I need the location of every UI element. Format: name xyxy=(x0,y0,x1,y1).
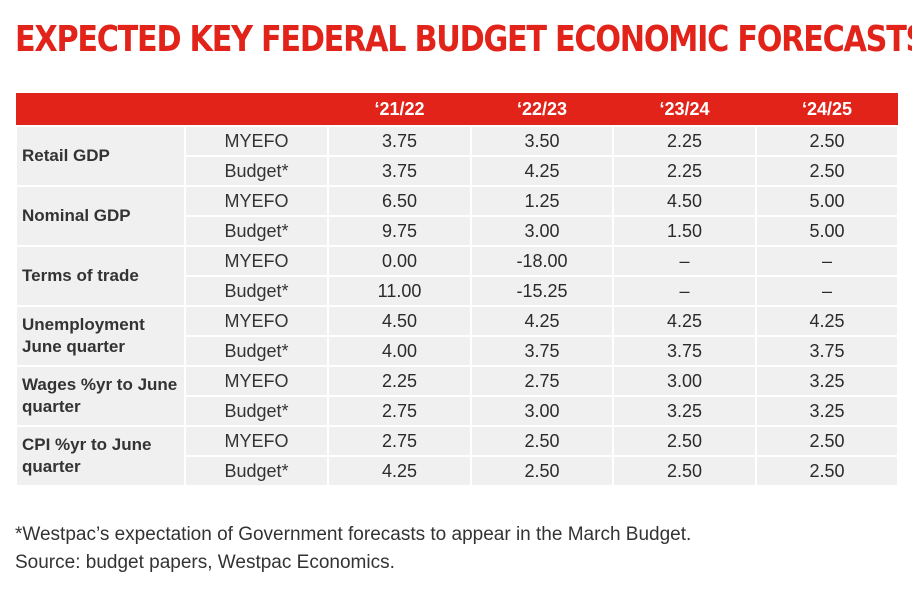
value-cell: 3.00 xyxy=(470,215,614,247)
value-cell: 3.75 xyxy=(470,335,614,367)
row-label: Unemployment June quarter xyxy=(15,305,186,367)
header-year-2425: ‘24/25 xyxy=(756,93,898,126)
value-cell: – xyxy=(755,245,899,277)
forecast-type: Budget* xyxy=(184,455,329,487)
forecast-type: Budget* xyxy=(184,275,329,307)
row-label: Retail GDP xyxy=(15,125,186,187)
value-cell: 3.25 xyxy=(755,365,899,397)
header-row: ‘21/22 ‘22/23 ‘23/24 ‘24/25 xyxy=(16,93,898,126)
footnote: *Westpac’s expectation of Government for… xyxy=(15,521,691,577)
forecast-type: MYEFO xyxy=(184,365,329,397)
value-cell: 9.75 xyxy=(327,215,472,247)
forecast-type: MYEFO xyxy=(184,245,329,277)
table-row: Budget* 2.75 3.00 3.25 3.25 xyxy=(16,395,899,427)
value-cell: 2.50 xyxy=(470,425,614,457)
value-cell: 4.25 xyxy=(755,305,899,337)
table-row: Wages %yr to June quarter MYEFO 2.25 2.7… xyxy=(15,365,899,427)
value-cell: 4.25 xyxy=(470,305,614,337)
value-cell: -15.25 xyxy=(470,275,614,307)
value-cell: 2.25 xyxy=(612,155,757,187)
value-cell: 2.75 xyxy=(327,425,472,457)
value-cell: 6.50 xyxy=(327,185,472,217)
row-label: CPI %yr to June quarter xyxy=(15,425,186,487)
value-cell: 3.75 xyxy=(327,155,472,187)
value-cell: 0.00 xyxy=(327,245,472,277)
value-cell: 4.50 xyxy=(327,305,472,337)
value-cell: 2.50 xyxy=(612,455,757,487)
page-title: EXPECTED KEY FEDERAL BUDGET ECONOMIC FOR… xyxy=(15,19,912,60)
value-cell: 2.75 xyxy=(470,365,614,397)
value-cell: 1.50 xyxy=(612,215,757,247)
table-row: Terms of trade MYEFO 0.00 -18.00 – – xyxy=(15,245,899,307)
forecast-type: Budget* xyxy=(184,395,329,427)
footnote-source: Source: budget papers, Westpac Economics… xyxy=(15,552,395,573)
forecast-type: Budget* xyxy=(184,215,329,247)
table-row: Nominal GDP MYEFO 6.50 1.25 4.50 5.00 xyxy=(15,185,899,247)
value-cell: 2.50 xyxy=(755,155,899,187)
value-cell: 3.25 xyxy=(755,395,899,427)
value-cell: 4.25 xyxy=(470,155,614,187)
value-cell: 2.50 xyxy=(470,455,614,487)
value-cell: 3.25 xyxy=(612,395,757,427)
value-cell: 4.25 xyxy=(612,305,757,337)
header-cell-blank xyxy=(185,93,328,126)
forecast-type: MYEFO xyxy=(184,305,329,337)
value-cell: 2.75 xyxy=(327,395,472,427)
value-cell: 5.00 xyxy=(755,185,899,217)
value-cell: 3.75 xyxy=(612,335,757,367)
value-cell: 2.25 xyxy=(327,365,472,397)
value-cell: 2.50 xyxy=(612,425,757,457)
value-cell: 2.50 xyxy=(755,455,899,487)
forecast-type: MYEFO xyxy=(184,125,329,157)
forecast-type: MYEFO xyxy=(184,185,329,217)
row-label: Terms of trade xyxy=(15,245,186,307)
value-cell: – xyxy=(612,245,757,277)
value-cell: 2.50 xyxy=(755,425,899,457)
table-row: Retail GDP MYEFO 3.75 3.50 2.25 2.50 xyxy=(15,125,899,187)
table-row: Budget* 4.25 2.50 2.50 2.50 xyxy=(16,455,899,487)
table-row: Budget* 11.00 -15.25 – – xyxy=(16,275,899,307)
table-row: Budget* 3.75 4.25 2.25 2.50 xyxy=(16,155,899,187)
row-label: Wages %yr to June quarter xyxy=(15,365,186,427)
value-cell: 4.50 xyxy=(612,185,757,217)
value-cell: 1.25 xyxy=(470,185,614,217)
header-year-2122: ‘21/22 xyxy=(328,93,471,126)
value-cell: 3.50 xyxy=(470,125,614,157)
value-cell: 3.00 xyxy=(470,395,614,427)
value-cell: 3.75 xyxy=(327,125,472,157)
value-cell: 5.00 xyxy=(755,215,899,247)
forecast-table: ‘21/22 ‘22/23 ‘23/24 ‘24/25 Retail GDP M… xyxy=(15,93,899,487)
forecast-type: Budget* xyxy=(184,155,329,187)
value-cell: -18.00 xyxy=(470,245,614,277)
value-cell: – xyxy=(612,275,757,307)
value-cell: 3.75 xyxy=(755,335,899,367)
footnote-expectation: *Westpac’s expectation of Government for… xyxy=(15,524,692,545)
row-label: Nominal GDP xyxy=(15,185,186,247)
value-cell: 4.25 xyxy=(327,455,472,487)
table-row: CPI %yr to June quarter MYEFO 2.75 2.50 … xyxy=(15,425,899,487)
value-cell: 4.00 xyxy=(327,335,472,367)
value-cell: 3.00 xyxy=(612,365,757,397)
header-cell-blank xyxy=(16,93,185,126)
header-year-2223: ‘22/23 xyxy=(471,93,613,126)
table-row: Unemployment June quarter MYEFO 4.50 4.2… xyxy=(15,305,899,367)
header-year-2324: ‘23/24 xyxy=(613,93,756,126)
forecast-type: MYEFO xyxy=(184,425,329,457)
value-cell: 2.25 xyxy=(612,125,757,157)
forecast-type: Budget* xyxy=(184,335,329,367)
value-cell: – xyxy=(755,275,899,307)
table-row: Budget* 9.75 3.00 1.50 5.00 xyxy=(16,215,899,247)
table-row: Budget* 4.00 3.75 3.75 3.75 xyxy=(16,335,899,367)
value-cell: 11.00 xyxy=(327,275,472,307)
value-cell: 2.50 xyxy=(755,125,899,157)
